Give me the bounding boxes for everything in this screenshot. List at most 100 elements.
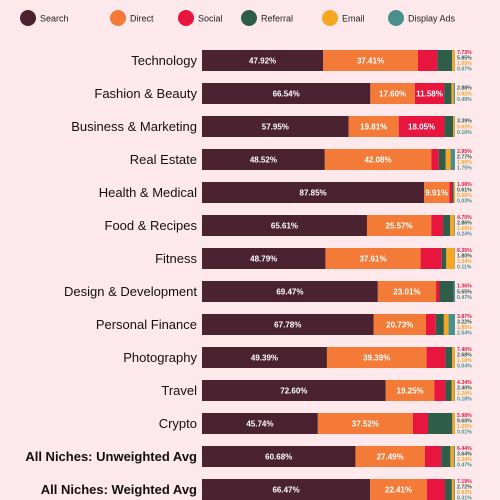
- bar-segment-display-ads: [448, 314, 455, 335]
- bar-row-technology: Technology 47.92% 37.41% 7.73%5.85%1.05%0.0…: [131, 50, 472, 73]
- bar-segment-referral: [437, 50, 453, 71]
- side-value-label-referral: 5.85%: [457, 56, 472, 62]
- bar-segment-display-ads: [454, 479, 455, 500]
- bar-value-label: 37.61%: [359, 255, 386, 264]
- side-value-label-social: 4.70%: [457, 215, 472, 221]
- side-value-label-social: 6.44%: [457, 446, 472, 452]
- bar-segment-search: [202, 50, 324, 71]
- bar-segment-display-ads: [453, 83, 455, 104]
- legend-swatch-display-ads: [388, 10, 404, 26]
- legend-item-direct: Direct: [110, 10, 154, 26]
- bar-segment-referral: [443, 215, 451, 236]
- bar-value-label: 65.61%: [271, 222, 298, 231]
- bar-segment-search: [202, 479, 371, 500]
- category-label: Design & Development: [64, 284, 197, 299]
- bar-segment-social: [414, 83, 445, 104]
- side-value-label-email: 0.93%: [457, 490, 472, 496]
- side-value-label-display-ads: 0.07%: [457, 67, 472, 73]
- bar-segment-referral: [435, 314, 444, 335]
- bar-segment-email: [452, 413, 455, 434]
- bar-segment-search: [202, 413, 318, 434]
- legend-swatch-referral: [241, 10, 257, 26]
- side-value-label-display-ads: 0.49%: [457, 97, 472, 103]
- bar-segment-referral: [445, 380, 452, 401]
- legend-label-email: Email: [342, 14, 365, 24]
- bar-segment-direct: [325, 248, 421, 269]
- bar-segment-social: [426, 347, 446, 368]
- bar-segment-social: [436, 281, 440, 302]
- bar-row-all-niches-unweighted-avg: All Niches: Unweighted Avg 60.68% 27.49% 6.…: [25, 446, 472, 469]
- bar-segment-email: [451, 479, 455, 500]
- bar-row-health-medical: Health & Medical 87.85% 9.91% 1.08%0.61%0.5…: [99, 182, 472, 205]
- bar-segment-social: [425, 314, 436, 335]
- side-value-label-social: 1.36%: [457, 284, 472, 290]
- legend-item-display-ads: Display Ads: [388, 10, 456, 26]
- bar-segment-display-ads: [453, 281, 455, 302]
- bar-segment-referral: [444, 479, 452, 500]
- bar-value-label: 11.58%: [416, 90, 443, 99]
- side-value-label-email: 3.34%: [457, 259, 472, 265]
- bar-value-label: 49.39%: [251, 354, 278, 363]
- bar-value-label: 17.60%: [379, 90, 406, 99]
- bar-value-label: 22.41%: [385, 486, 412, 495]
- legend-swatch-social: [178, 10, 194, 26]
- side-value-label-referral: 1.80%: [457, 254, 472, 260]
- bar-row-travel: Travel 72.60% 19.25% 4.34%2.40%1.20%0.18%: [161, 380, 472, 403]
- bar-segment-direct: [326, 347, 427, 368]
- side-value-label-display-ads: 0.03%: [457, 199, 472, 205]
- category-label: All Niches: Weighted Avg: [41, 482, 197, 497]
- bar-segment-email: [453, 182, 455, 203]
- side-value-label-referral: 9.60%: [457, 419, 472, 425]
- bar-segment-referral: [441, 446, 451, 467]
- bar-segment-direct: [323, 50, 418, 71]
- category-label: Real Estate: [130, 152, 197, 167]
- bar-row-food-recipes: Food & Recipes 65.61% 25.57% 4.70%2.86%1.65…: [105, 215, 473, 238]
- legend-label-display-ads: Display Ads: [408, 14, 456, 24]
- side-value-label-referral: 2.40%: [457, 386, 472, 392]
- side-value-label-social: 3.87%: [457, 314, 472, 320]
- side-value-label-social: 7.40%: [457, 347, 472, 353]
- bar-segment-social: [420, 248, 442, 269]
- bar-value-label: 9.91%: [425, 189, 448, 198]
- bar-value-label: 66.47%: [272, 486, 299, 495]
- bar-segment-display-ads: [454, 215, 455, 236]
- legend-label-direct: Direct: [130, 14, 154, 24]
- bar-row-fitness: Fitness 48.79% 37.61% 8.35%1.80%3.34%0.11%: [155, 248, 472, 271]
- side-value-label-display-ads: 0.04%: [457, 364, 472, 370]
- side-value-label-display-ads: 0.47%: [457, 463, 472, 469]
- side-value-label-display-ads: 2.54%: [457, 331, 472, 337]
- bar-value-label: 66.54%: [273, 90, 300, 99]
- bar-segment-email: [452, 347, 455, 368]
- bar-value-label: 19.81%: [360, 123, 387, 132]
- side-value-label-email: 1.90%: [457, 160, 472, 166]
- side-value-label-social: 7.73%: [457, 50, 472, 56]
- side-value-label-email: 1.85%: [457, 325, 472, 331]
- bar-segment-social: [431, 149, 439, 170]
- category-label: Travel: [161, 383, 197, 398]
- bar-value-label: 37.52%: [352, 420, 379, 429]
- bar-segment-referral: [438, 149, 446, 170]
- bar-segment-search: [202, 182, 425, 203]
- bar-segment-search: [202, 83, 371, 104]
- legend-label-referral: Referral: [261, 14, 293, 24]
- bar-segment-direct: [324, 149, 432, 170]
- category-label: Personal Finance: [96, 317, 197, 332]
- bar-value-label: 47.92%: [249, 57, 276, 66]
- bar-segment-social: [417, 50, 438, 71]
- legend-item-email: Email: [322, 10, 365, 26]
- bar-segment-social: [449, 182, 452, 203]
- bar-value-label: 42.08%: [364, 156, 391, 165]
- category-label: Food & Recipes: [105, 218, 198, 233]
- bar-segment-search: [202, 215, 367, 236]
- bar-segment-search: [202, 347, 327, 368]
- bar-segment-email: [450, 446, 454, 467]
- side-value-label-display-ads: 0.18%: [457, 397, 472, 403]
- side-value-label-email: 1.05%: [457, 424, 472, 430]
- side-value-label-display-ads: 0.16%: [457, 130, 472, 136]
- side-value-label-email: 0.92%: [457, 91, 472, 97]
- category-label: Fashion & Beauty: [94, 86, 197, 101]
- bar-segment-social: [398, 116, 445, 137]
- bar-segment-direct: [385, 380, 435, 401]
- bar-value-label: 20.73%: [386, 321, 413, 330]
